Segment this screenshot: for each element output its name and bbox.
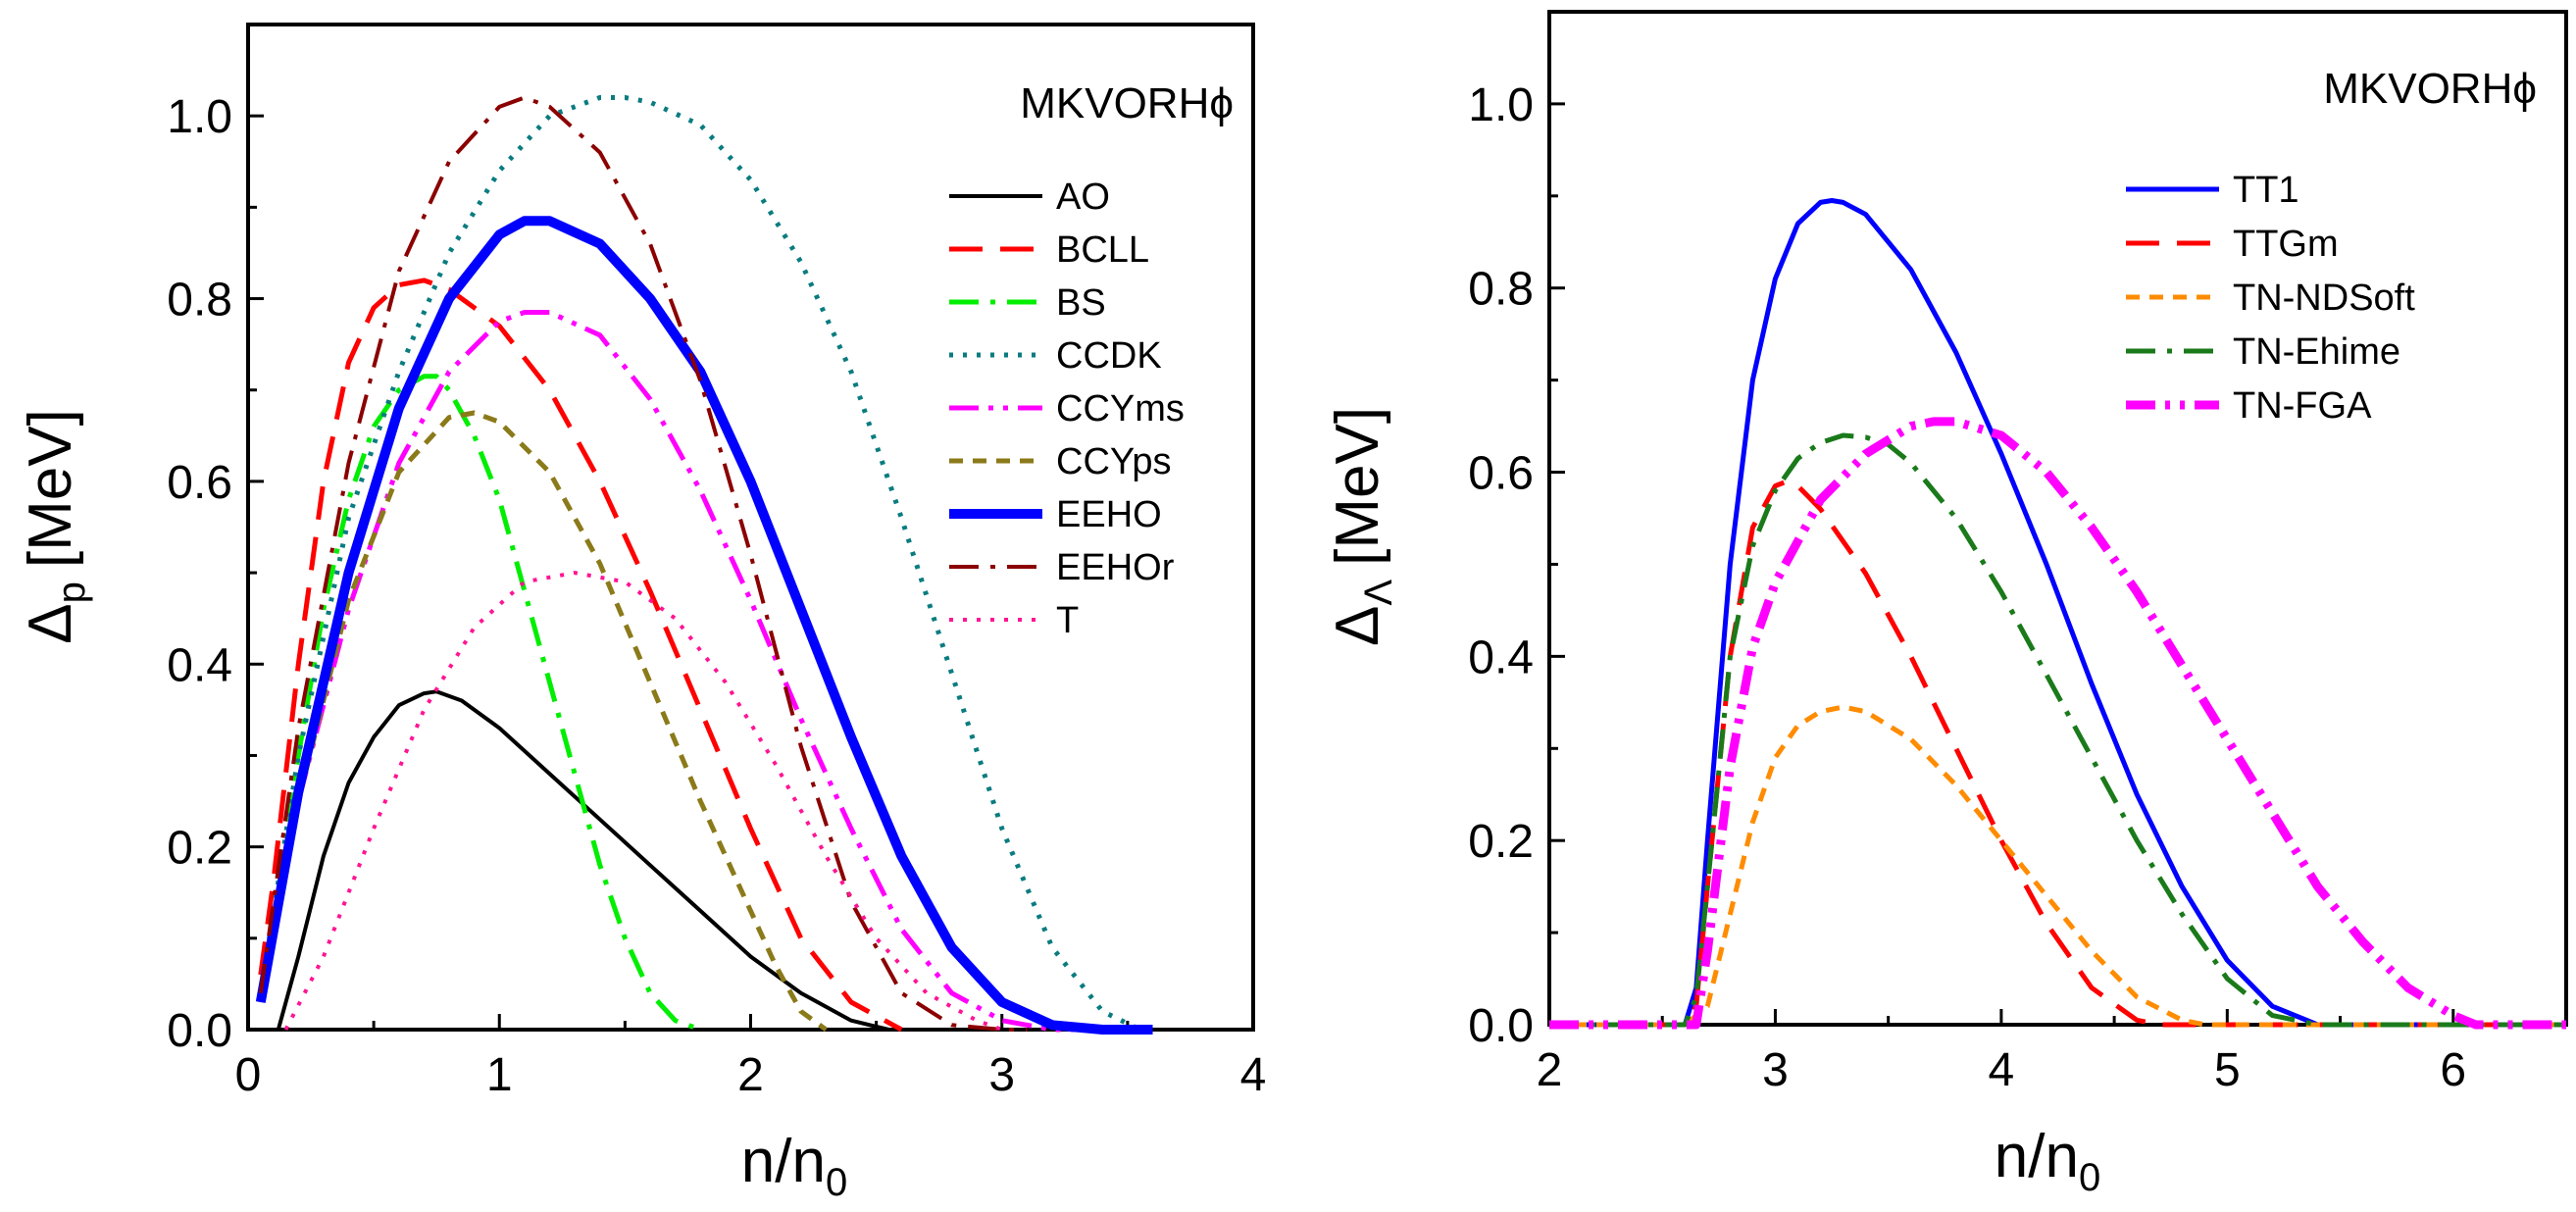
x-tick-label: 2	[737, 1049, 764, 1101]
x-axis-label-main: n/n	[741, 1128, 826, 1195]
legend-label-tt1: TT1	[2233, 170, 2299, 211]
y-tick-label: 0.8	[167, 275, 232, 327]
x-tick-label: 0	[235, 1049, 262, 1101]
legend-label-tn-ndsoft: TN-NDSoft	[2233, 278, 2415, 319]
legend-label-bs: BS	[1056, 282, 1106, 324]
series-line-ccyms	[258, 310, 1103, 1033]
legend: TT1 TTGm TN-NDSoft TN-Ehime TN-FGA	[2126, 170, 2415, 427]
right-panel: 2 3 4 5 60.00.20.40.60.81.0 MKVORHϕ TT1TTGmT…	[1324, 10, 2568, 1199]
x-tick-label: 4	[1989, 1044, 2015, 1096]
y-tick-label: 1.0	[167, 91, 232, 143]
y-tick-label: 0.6	[1468, 448, 1534, 500]
y-tick-label: 0.8	[1468, 264, 1534, 316]
legend-label-ccyps: CCYps	[1056, 441, 1172, 482]
series-line-tn-fga	[1549, 417, 2566, 1030]
series-layer	[1549, 198, 2566, 1030]
series-line-bs	[258, 374, 702, 1033]
y-axis-label-unit: [MeV]	[1324, 407, 1391, 566]
chart-title: MKVORHϕ	[2323, 65, 2537, 113]
x-tick-label: 3	[988, 1049, 1015, 1101]
y-tick-label: 0.2	[1468, 816, 1534, 868]
x-tick-label: 5	[2214, 1044, 2241, 1096]
legend-label-ao: AO	[1056, 177, 1110, 218]
legend-label-tn-ehime: TN-Ehime	[2233, 331, 2400, 373]
axis-ticks: 0 1 2 3 4 0.0 0.2 0.4 0.6 0.8 1.0	[167, 23, 1267, 1101]
legend: AO BCLL BS CCDK CCYms CCYps EEHO EEHOr T	[949, 177, 1185, 641]
y-axis-label: ΔΛ [MeV]	[1324, 407, 1400, 646]
y-axis-label-main: Δ	[1324, 606, 1391, 646]
series-line-tt1	[1549, 198, 2566, 1028]
y-tick-label: 0.6	[167, 457, 232, 509]
x-axis-label: n/n0	[1995, 1123, 2100, 1199]
legend-label-ccdk: CCDK	[1056, 335, 1162, 377]
legend-label-ccyms: CCYms	[1056, 388, 1185, 429]
series-line-ccdk	[258, 95, 1141, 1033]
x-axis-label-sub: 0	[826, 1161, 847, 1204]
y-axis-label-unit: [MeV]	[17, 409, 84, 568]
x-tick-label: 2	[1537, 1044, 1563, 1096]
y-tick-label: 0.0	[167, 1005, 232, 1057]
series-line-eeho	[255, 216, 1153, 1035]
y-axis-label-main: Δ	[17, 603, 84, 643]
legend-label-eehor: EEHOr	[1056, 547, 1175, 588]
series-layer	[255, 95, 1153, 1035]
x-axis-label-main: n/n	[1995, 1123, 2079, 1190]
x-tick-label: 3	[1762, 1044, 1789, 1096]
y-tick-label: 0.0	[1468, 1000, 1534, 1052]
plot-frame	[1547, 10, 2568, 1027]
y-tick-label: 0.2	[167, 823, 232, 875]
series-line-t	[283, 571, 1003, 1032]
chart-title: MKVORHϕ	[1020, 79, 1234, 127]
legend-label-ttgm: TTGm	[2233, 224, 2339, 265]
x-tick-label: 6	[2440, 1044, 2466, 1096]
x-tick-label: 1	[486, 1049, 513, 1101]
series-line-bcll	[258, 278, 903, 1033]
legend-label-t: T	[1056, 600, 1079, 641]
series-line-ccyps	[258, 410, 828, 1033]
y-tick-label: 0.4	[1468, 631, 1534, 683]
axis-ticks: 2 3 4 5 6 0.0 0.2 0.4 0.6 0.8 1.0	[1468, 10, 2466, 1096]
y-axis-label: Δp [MeV]	[17, 409, 93, 644]
x-axis-label: n/n0	[741, 1128, 847, 1204]
series-line-eehor	[258, 95, 1028, 1032]
y-tick-label: 0.4	[167, 639, 232, 691]
legend-label-bcll: BCLL	[1056, 229, 1149, 271]
legend-label-eeho: EEHO	[1056, 494, 1162, 535]
left-panel: 0 1 2 3 4 0.0 0.2 0.4 0.6 0.8 1.0 MKVORHϕ AO BCLL BS…	[17, 23, 1267, 1204]
x-axis-label-sub: 0	[2079, 1156, 2100, 1199]
series-line-ao	[276, 689, 889, 1032]
y-tick-label: 1.0	[1468, 79, 1534, 131]
y-axis-label-sub: p	[50, 581, 93, 603]
legend-label-tn-fga: TN-FGA	[2233, 385, 2372, 427]
x-tick-label: 4	[1240, 1049, 1267, 1101]
y-axis-label-sub: Λ	[1357, 580, 1400, 606]
series-line-tn-ndsoft	[1549, 704, 2566, 1028]
